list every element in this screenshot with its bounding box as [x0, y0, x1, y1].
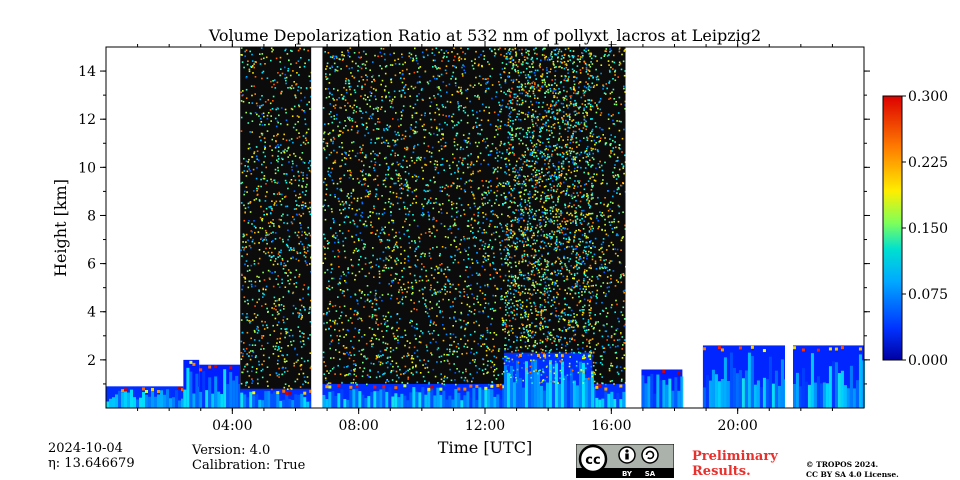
y-axis-label: Height [km]	[51, 179, 70, 277]
x-tick-label: 20:00	[717, 418, 757, 434]
x-tick-label: 16:00	[591, 418, 631, 434]
y-tick-label: 12	[78, 112, 96, 128]
plot-area	[105, 46, 865, 409]
data-gap	[311, 47, 323, 408]
sa-icon	[641, 446, 659, 464]
preliminary-line1: Preliminary	[692, 449, 778, 464]
heatmap-segment	[183, 359, 202, 408]
heatmap	[106, 47, 865, 408]
y-tick-label: 4	[87, 305, 96, 321]
y-tick-label: 6	[87, 257, 96, 273]
colorbar-tick-label: 0.000	[908, 353, 948, 369]
colorbar-gradient	[882, 95, 903, 361]
colorbar-tick-label: 0.225	[908, 155, 948, 171]
x-tick-label: 12:00	[465, 418, 505, 434]
cc-license-badge: cc BY SA	[576, 444, 674, 478]
heatmap-segment	[641, 369, 684, 408]
heatmap-segment	[106, 386, 184, 408]
y-axis: 2 4 6 8 10 12 14	[78, 64, 870, 385]
noise-speckle	[240, 47, 313, 391]
footer-version: Version: 4.0	[192, 443, 271, 458]
footer-version-block: Version: 4.0 Calibration: True	[192, 443, 305, 473]
copyright-note: © TROPOS 2024. CC BY SA 4.0 License.	[806, 460, 899, 480]
x-tick-label: 04:00	[212, 418, 252, 434]
footer-calibration: Calibration: True	[192, 458, 306, 473]
colorbar-tick-label: 0.300	[908, 89, 948, 105]
footer-date-block: 2024-10-04 η: 13.646679	[48, 441, 135, 471]
y-tick-label: 8	[87, 208, 96, 224]
heatmap-segment	[199, 364, 242, 408]
y-tick-label: 14	[78, 64, 96, 80]
preliminary-line2: Results.	[692, 464, 751, 479]
preliminary-note: Preliminary Results.	[692, 449, 778, 479]
data-gap	[785, 47, 793, 408]
footer-date: 2024-10-04	[48, 441, 123, 456]
copyright-line1: © TROPOS 2024.	[806, 460, 879, 469]
footer-eta: η: 13.646679	[48, 456, 135, 471]
heatmap-segment	[702, 345, 787, 408]
x-axis-label: Time [UTC]	[438, 438, 532, 457]
colorbar-tick-label: 0.150	[908, 221, 948, 237]
y-tick-label: 10	[78, 160, 96, 176]
data-gap	[625, 47, 642, 408]
x-tick-label: 08:00	[338, 418, 378, 434]
colorbar: 0.000 0.075 0.150 0.225 0.300	[882, 89, 948, 369]
x-axis: 04:00 08:00 12:00 16:00 20:00	[137, 41, 833, 434]
badge-by-text: BY	[622, 470, 633, 478]
chart-title: Volume Depolarization Ratio at 532 nm of…	[208, 26, 761, 45]
cc-icon	[578, 444, 608, 474]
noise-speckle	[504, 47, 594, 355]
colorbar-tick-label: 0.075	[908, 287, 948, 303]
y-tick-label: 2	[87, 353, 96, 369]
heatmap-segment	[792, 345, 865, 408]
copyright-line2: CC BY SA 4.0 License.	[806, 470, 899, 479]
badge-sa-text: SA	[645, 470, 656, 478]
